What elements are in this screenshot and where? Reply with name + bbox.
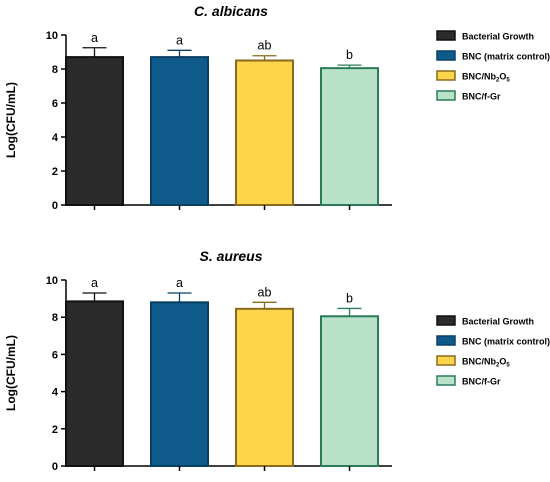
chart-2: S. aureus Log(CFU/mL) 0 2 4 6 8 10 a a ab b Bacteria… (4, 248, 550, 473)
legend-label-2: BNC (matrix control) (462, 337, 550, 347)
y-tick-label: 10 (46, 275, 58, 287)
chart-title: S. aureus (199, 248, 262, 264)
legend-label-4: BNC/f-Gr (462, 92, 501, 102)
legend-swatch-2 (436, 335, 456, 346)
chart-title: C. albicans (194, 3, 268, 19)
legend-label-4: BNC/f-Gr (462, 377, 501, 387)
bar-1 (65, 56, 124, 206)
bar-4 (320, 315, 379, 467)
legend-swatch-1 (436, 315, 456, 326)
legend-label-subscript: 2 (496, 78, 500, 84)
y-tick-label: 4 (52, 387, 59, 399)
legend-label-part: BNC/Nb (462, 357, 496, 367)
significance-label-4: b (346, 48, 353, 62)
y-tick-label: 2 (52, 424, 58, 436)
bar-2 (150, 56, 209, 206)
legend-swatch-3 (436, 70, 456, 81)
significance-label-1: a (91, 276, 98, 290)
significance-label-1: a (91, 31, 98, 45)
y-tick-label: 0 (52, 200, 58, 212)
significance-label-2: a (176, 33, 183, 47)
bar-3 (235, 59, 294, 206)
y-tick-label: 8 (52, 64, 58, 76)
legend-label-part: O (499, 72, 506, 82)
y-tick-label: 10 (46, 30, 58, 42)
chart-1: C. albicans Log(CFU/mL) 0 2 4 6 8 10 a a ab b Bacter… (4, 3, 550, 212)
y-axis-label: Log(CFU/mL) (4, 335, 18, 411)
legend-swatch-4 (436, 375, 456, 386)
significance-label-3: ab (258, 285, 272, 299)
y-tick-label: 6 (52, 349, 58, 361)
y-tick-label: 4 (52, 132, 59, 144)
legend-label-subscript: 5 (506, 78, 510, 84)
legend-swatch-3 (436, 355, 456, 366)
y-axis-label: Log(CFU/mL) (4, 82, 18, 158)
y-tick-label: 6 (52, 98, 58, 110)
bar-1 (65, 300, 124, 468)
significance-label-2: a (176, 276, 183, 290)
legend-swatch-4 (436, 90, 456, 101)
legend-label-1: Bacterial Growth (462, 317, 534, 327)
significance-label-3: ab (258, 39, 272, 53)
significance-label-4: b (346, 291, 353, 305)
legend-label-subscript: 5 (506, 363, 510, 369)
legend-label-subscript: 2 (496, 363, 500, 369)
legend-label-1: Bacterial Growth (462, 32, 534, 42)
y-tick-label: 8 (52, 312, 58, 324)
legend-label-3: BNC/Nb2O5 (462, 357, 510, 369)
legend-label-part: O (499, 357, 506, 367)
bar-4 (320, 67, 379, 207)
legend-label-part: BNC/Nb (462, 72, 496, 82)
legend-label-2: BNC (matrix control) (462, 52, 550, 62)
y-tick-label: 2 (52, 166, 58, 178)
bar-3 (235, 307, 294, 467)
legend-label-3: BNC/Nb2O5 (462, 72, 510, 84)
legend-swatch-1 (436, 30, 456, 41)
legend-swatch-2 (436, 50, 456, 61)
y-tick-label: 0 (52, 461, 58, 473)
bar-2 (150, 301, 209, 467)
